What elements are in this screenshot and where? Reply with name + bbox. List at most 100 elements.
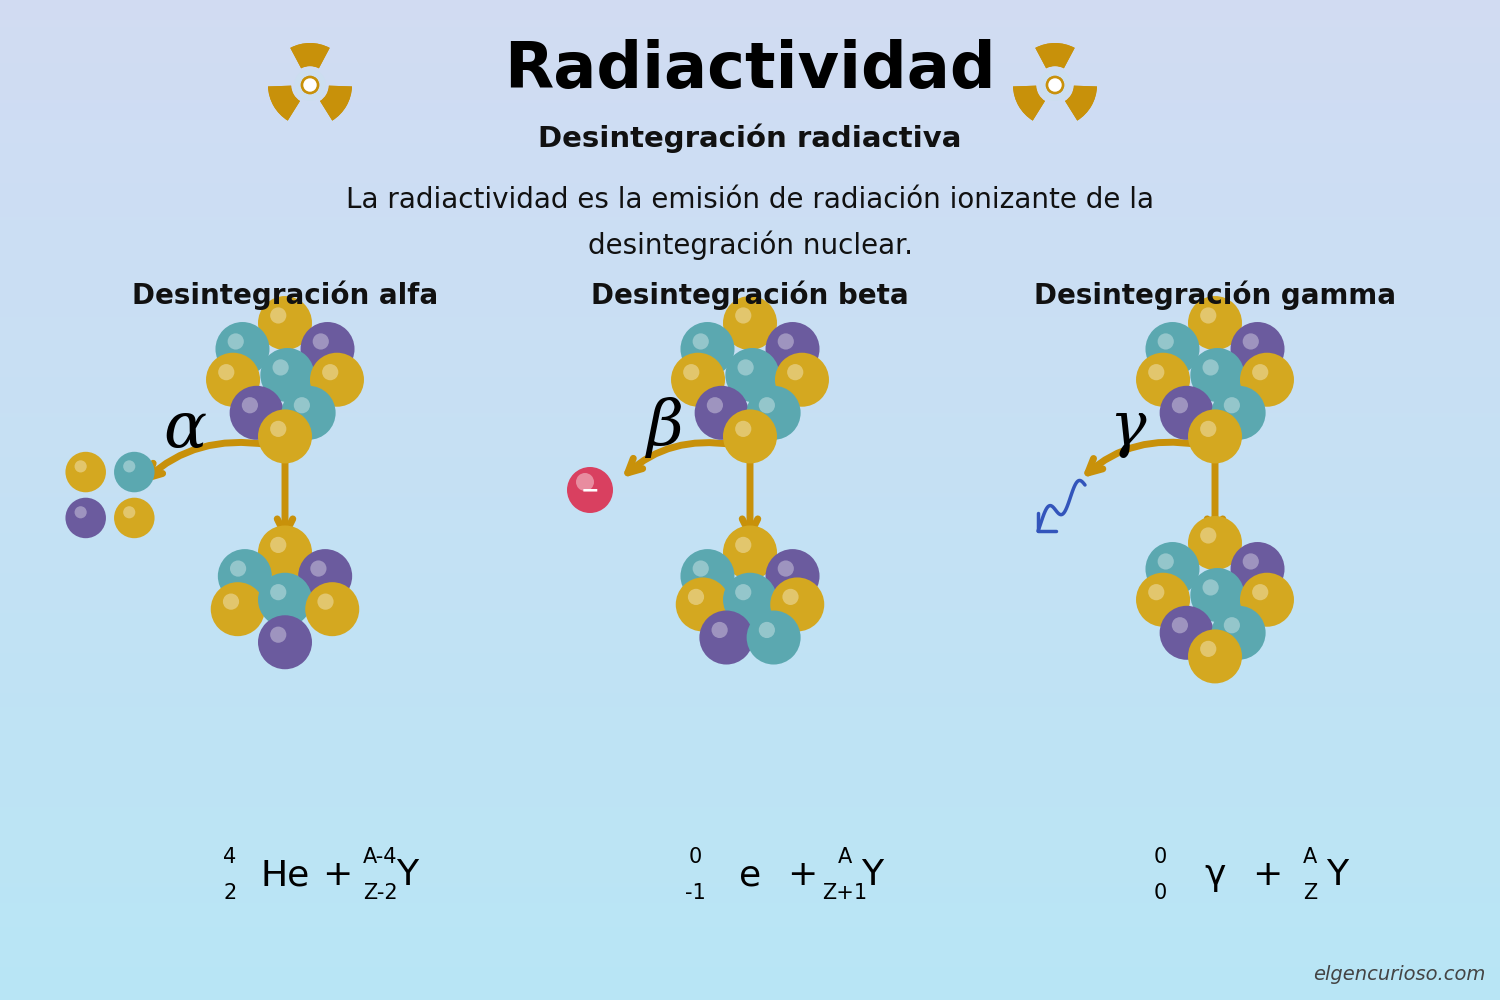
Bar [0, 727, 1500, 730]
Bar [0, 717, 1500, 720]
Bar [0, 290, 1500, 293]
Bar [0, 90, 1500, 93]
Circle shape [723, 296, 777, 350]
Bar [0, 110, 1500, 113]
Bar [0, 100, 1500, 103]
Bar [0, 743, 1500, 747]
Circle shape [1136, 573, 1190, 627]
Circle shape [282, 386, 336, 440]
Bar [0, 277, 1500, 280]
Bar [0, 703, 1500, 707]
Circle shape [270, 307, 286, 324]
Circle shape [681, 322, 735, 376]
Circle shape [66, 452, 106, 492]
Bar [0, 780, 1500, 783]
Bar [0, 913, 1500, 917]
Wedge shape [1013, 86, 1046, 121]
Bar [0, 740, 1500, 743]
Bar [0, 800, 1500, 803]
Circle shape [302, 76, 320, 94]
Circle shape [735, 584, 752, 600]
Bar [0, 650, 1500, 653]
Bar [0, 3, 1500, 7]
Wedge shape [291, 43, 330, 68]
Bar [0, 463, 1500, 467]
Text: 2: 2 [224, 883, 237, 903]
Bar [0, 270, 1500, 273]
Circle shape [576, 473, 594, 491]
Circle shape [270, 537, 286, 553]
Bar [0, 917, 1500, 920]
Bar [0, 70, 1500, 73]
Circle shape [723, 573, 777, 627]
Bar [0, 120, 1500, 123]
Bar [0, 553, 1500, 557]
Circle shape [735, 537, 752, 553]
Bar [0, 947, 1500, 950]
Bar [0, 613, 1500, 617]
Circle shape [1240, 353, 1294, 407]
Bar [0, 487, 1500, 490]
Bar [0, 910, 1500, 913]
Bar [0, 263, 1500, 267]
Circle shape [114, 498, 154, 538]
Bar [0, 700, 1500, 703]
Bar [0, 23, 1500, 27]
Circle shape [759, 622, 776, 638]
Circle shape [759, 397, 776, 413]
Text: A: A [1304, 847, 1317, 867]
Circle shape [228, 333, 244, 350]
Bar [0, 257, 1500, 260]
Bar [0, 460, 1500, 463]
Circle shape [217, 549, 272, 603]
Bar [0, 227, 1500, 230]
Bar [0, 220, 1500, 223]
Bar [0, 830, 1500, 833]
Bar [0, 670, 1500, 673]
Bar [0, 967, 1500, 970]
Circle shape [1240, 573, 1294, 627]
Bar [0, 713, 1500, 717]
Wedge shape [1035, 43, 1074, 68]
Bar [0, 343, 1500, 347]
Bar [0, 787, 1500, 790]
Circle shape [258, 615, 312, 669]
Bar [0, 503, 1500, 507]
Bar [0, 887, 1500, 890]
Bar [0, 770, 1500, 773]
Wedge shape [268, 86, 300, 121]
Bar [0, 387, 1500, 390]
Bar [0, 113, 1500, 117]
Circle shape [693, 560, 709, 577]
Bar [0, 583, 1500, 587]
Bar [0, 683, 1500, 687]
Bar [0, 860, 1500, 863]
Bar [0, 960, 1500, 963]
Bar [0, 353, 1500, 357]
Bar [0, 747, 1500, 750]
Bar [0, 623, 1500, 627]
Bar [0, 753, 1500, 757]
Circle shape [1203, 579, 1218, 596]
Bar [0, 693, 1500, 697]
Bar [0, 550, 1500, 553]
Circle shape [771, 577, 825, 631]
Text: Desintegración radiactiva: Desintegración radiactiva [538, 123, 962, 153]
Bar [0, 607, 1500, 610]
Bar [0, 73, 1500, 77]
Circle shape [294, 69, 326, 101]
Bar [0, 843, 1500, 847]
Circle shape [711, 622, 728, 638]
Bar [0, 160, 1500, 163]
Bar [0, 393, 1500, 397]
Bar [0, 677, 1500, 680]
Bar [0, 660, 1500, 663]
Bar [0, 690, 1500, 693]
Bar [0, 923, 1500, 927]
Circle shape [723, 409, 777, 463]
Bar [0, 237, 1500, 240]
Text: Desintegración beta: Desintegración beta [591, 280, 909, 310]
Bar [0, 697, 1500, 700]
Bar [0, 793, 1500, 797]
Bar [0, 557, 1500, 560]
